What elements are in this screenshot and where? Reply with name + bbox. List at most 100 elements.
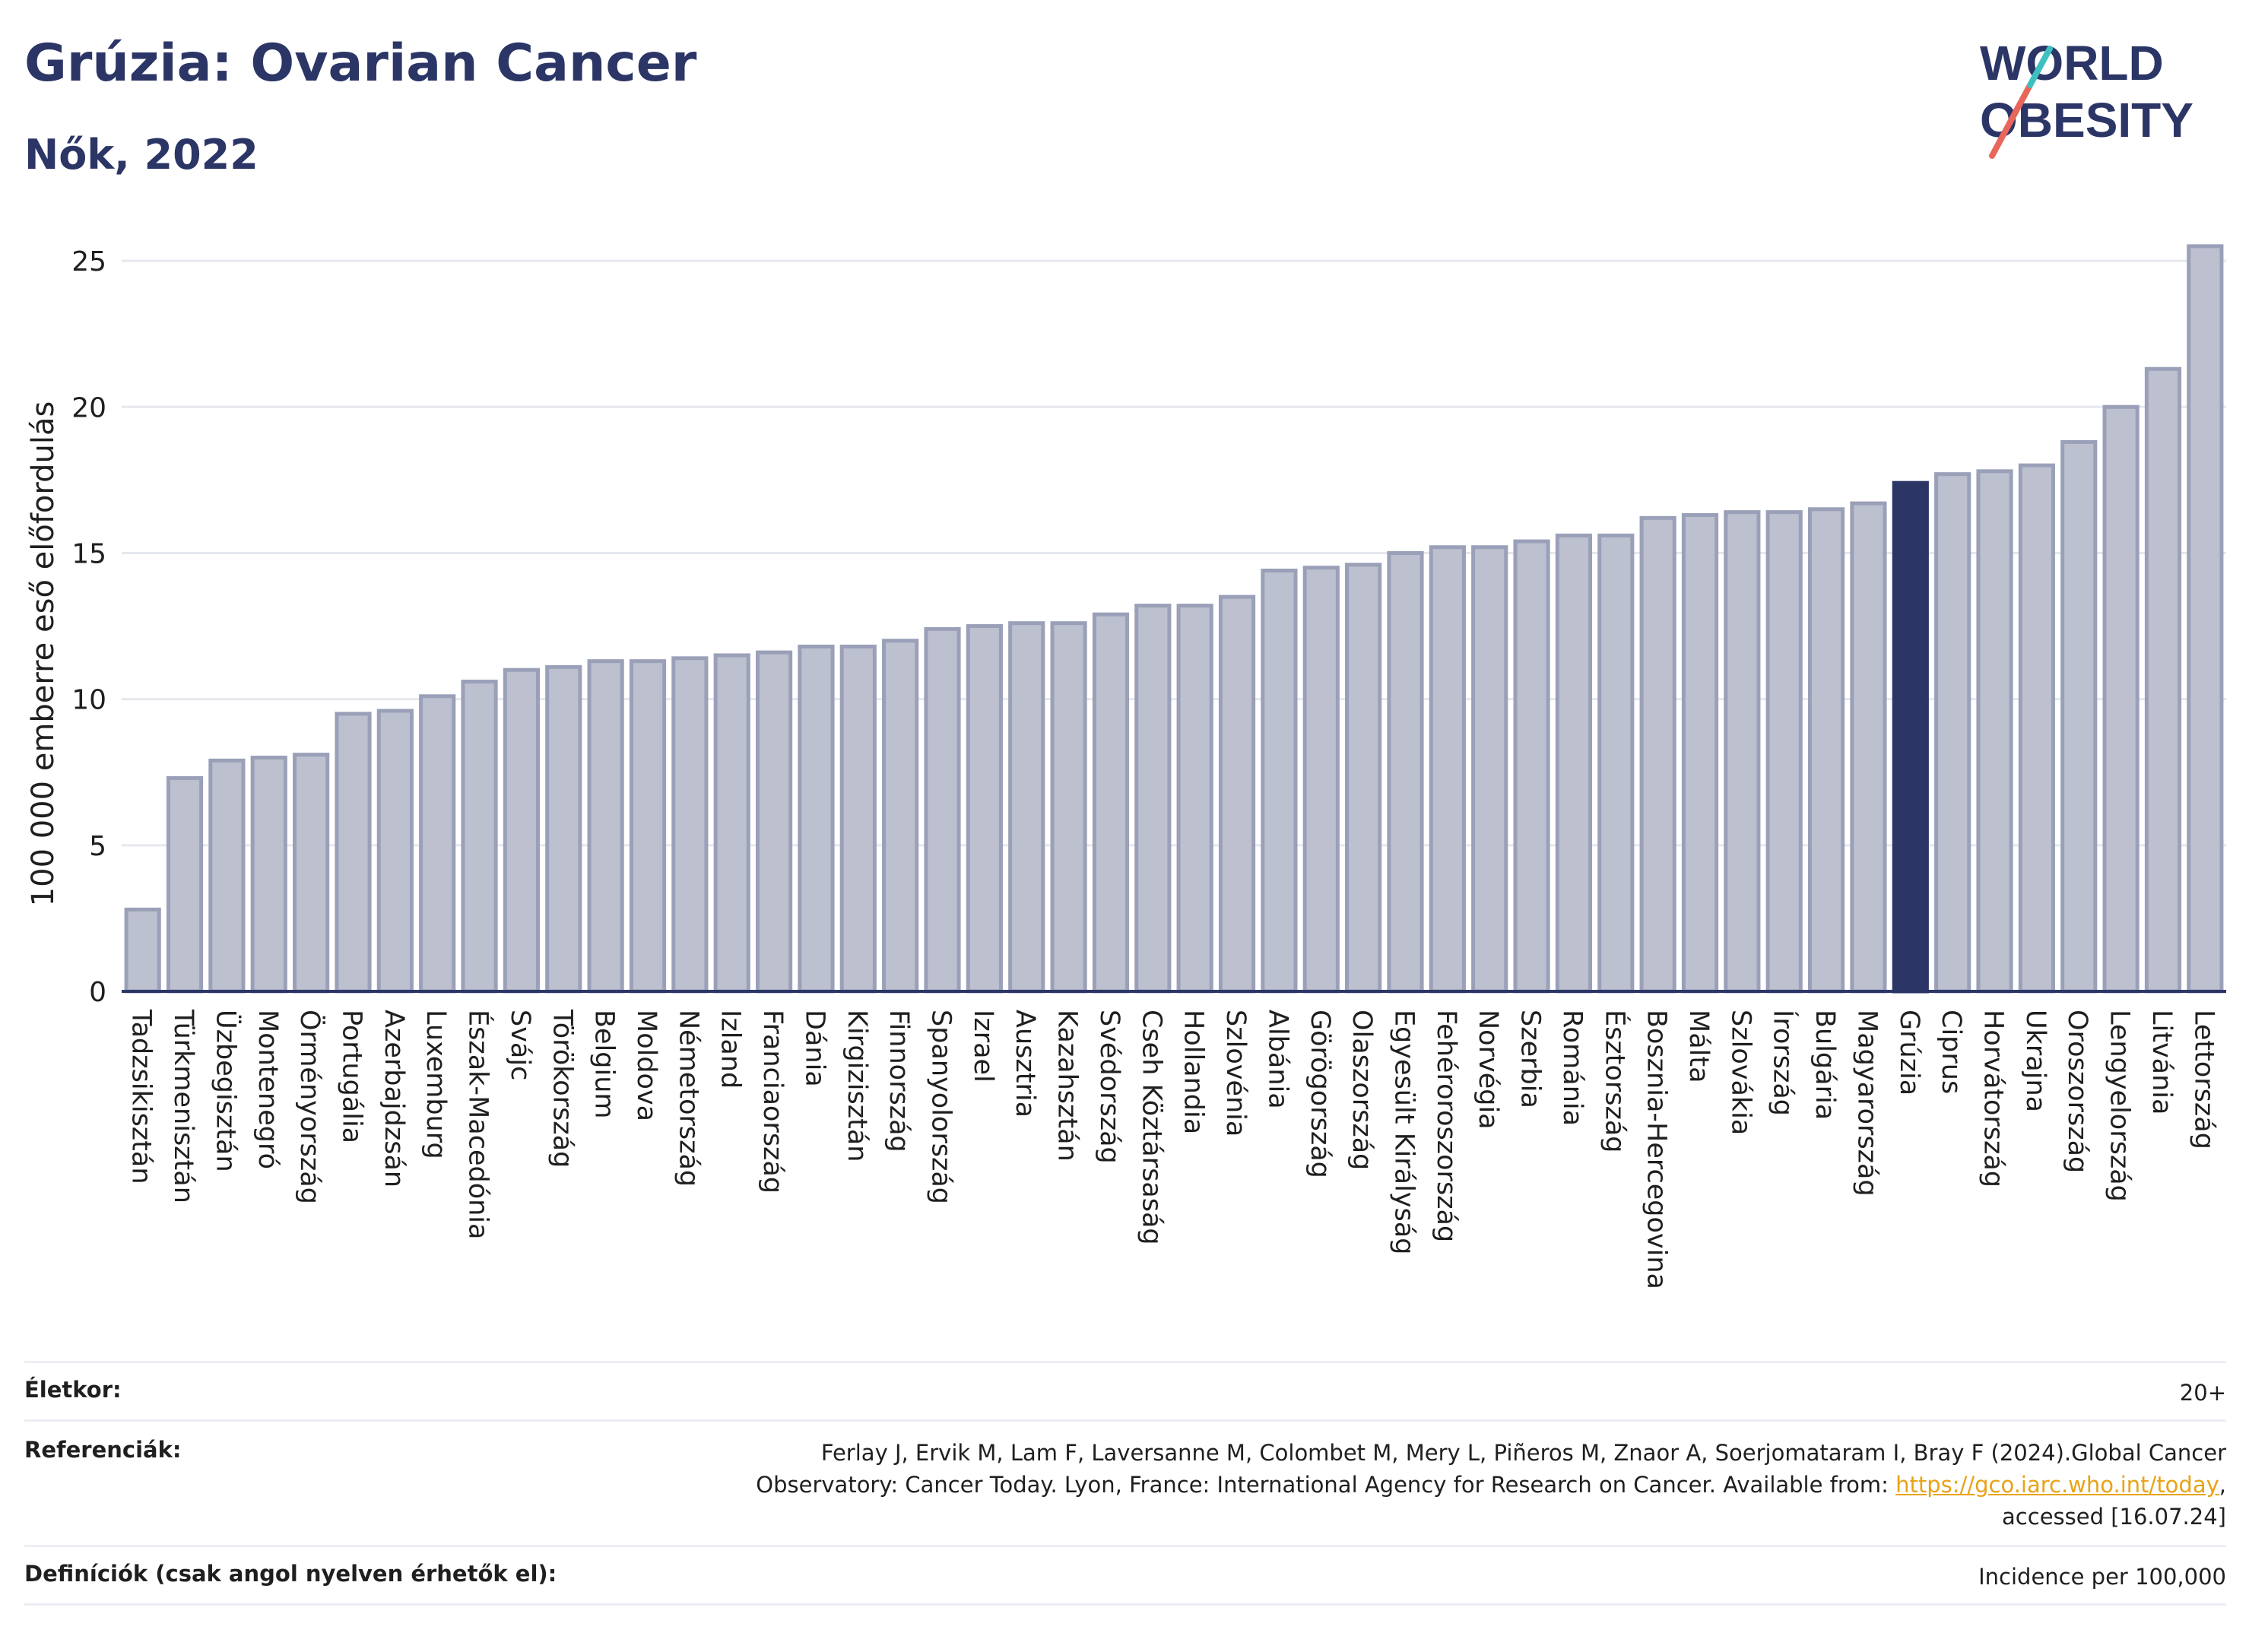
bar <box>1850 501 1887 994</box>
bar <box>2144 366 2182 994</box>
references-label: Referenciák: <box>24 1437 182 1463</box>
world-obesity-logo: WORLD OBESITY <box>1980 36 2193 159</box>
bar <box>629 659 667 994</box>
x-tick-label: Cseh Köztársaság <box>1136 1010 1166 1245</box>
x-axis-labels: Tadzsikisztán Türkmenisztán Üzbegisztán Mon… <box>126 1009 2219 1289</box>
bar <box>503 667 541 994</box>
x-tick-label: Moldova <box>631 1010 661 1121</box>
bar <box>2102 404 2140 994</box>
bar <box>208 758 246 994</box>
bar <box>1471 545 1508 994</box>
footer-table: Életkor: 20+ Referenciák: Ferlay J, Ervi… <box>24 1361 2226 1606</box>
x-tick-label: Olaszország <box>1347 1010 1377 1170</box>
bars <box>124 244 2224 994</box>
x-tick-label: Belgium <box>589 1010 620 1119</box>
x-tick-label: Dánia <box>799 1010 829 1087</box>
references-text: Ferlay J, Ervik M, Lam F, Laversanne M, … <box>756 1437 2226 1533</box>
bar <box>419 694 456 994</box>
x-tick-label: Bulgária <box>1810 1010 1840 1120</box>
bar <box>1513 539 1550 994</box>
bar <box>1765 510 1803 994</box>
y-tick-label: 0 <box>89 977 106 1008</box>
logo-slash-teal <box>2027 46 2053 88</box>
x-tick-label: Egyesült Királyság <box>1388 1010 1419 1254</box>
bar-highlighted <box>1892 480 1929 994</box>
bar <box>755 650 793 994</box>
x-tick-label: Írország <box>1768 1010 1800 1116</box>
footer-row-references: Referenciák: Ferlay J, Ervik M, Lam F, L… <box>24 1419 2226 1545</box>
x-tick-label: Szlovákia <box>1725 1010 1756 1135</box>
logo-word-1: WORLD <box>1980 36 2164 90</box>
bar <box>335 712 372 994</box>
bar <box>1345 563 1382 994</box>
bar <box>798 644 835 994</box>
bar <box>545 664 582 994</box>
x-tick-label: Ciprus <box>1936 1010 1966 1094</box>
x-tick-label: Albánia <box>1262 1010 1293 1109</box>
x-tick-label: Svédország <box>1094 1010 1124 1164</box>
x-tick-label: Montenegró <box>252 1010 283 1169</box>
y-axis-ticks: 0 5 10 15 20 25 <box>71 246 106 1008</box>
x-tick-label: Oroszország <box>2062 1010 2092 1173</box>
x-tick-label: Grúzia <box>1894 1010 1924 1096</box>
bar <box>1218 595 1256 994</box>
bar <box>1681 512 1719 994</box>
y-tick-label: 5 <box>89 831 106 862</box>
bar <box>1934 472 1971 994</box>
bar <box>124 907 161 994</box>
x-tick-label: Románia <box>1557 1010 1588 1126</box>
x-tick-label: Bosznia-Hercegovina <box>1642 1010 1672 1289</box>
definitions-label: Definíciók (csak angol nyelven érhetők e… <box>24 1561 557 1587</box>
bar <box>1597 533 1635 994</box>
bar <box>966 624 1003 994</box>
footer-row-definitions: Definíciók (csak angol nyelven érhetők e… <box>24 1545 2226 1606</box>
bar <box>1092 612 1130 994</box>
bar <box>1429 545 1466 994</box>
reference-link[interactable]: https://gco.iarc.who.int/today <box>1895 1472 2219 1498</box>
bar <box>1134 604 1172 994</box>
footer-row-age: Életkor: 20+ <box>24 1361 2226 1419</box>
x-tick-label: Kazahsztán <box>1052 1010 1083 1162</box>
bar <box>1302 566 1340 994</box>
x-tick-label: Luxemburg <box>420 1010 451 1159</box>
bar <box>1261 569 1298 994</box>
bar <box>2018 463 2055 994</box>
x-tick-label: Spanyolország <box>926 1010 956 1204</box>
x-tick-label: Észak-Macedónia <box>463 1010 495 1239</box>
x-tick-label: Németország <box>673 1010 703 1187</box>
x-tick-label: Ausztria <box>1010 1010 1040 1118</box>
bar-chart: 0 5 10 15 20 25 Tadzsikisztán Türkmenisztán Üzb… <box>26 244 2226 1289</box>
x-tick-label: Málta <box>1683 1010 1714 1083</box>
x-tick-label: Hollandia <box>1178 1010 1209 1134</box>
bar <box>839 644 877 994</box>
x-tick-label: Franciaország <box>757 1010 788 1194</box>
bar <box>2060 439 2098 994</box>
y-tick-label: 25 <box>71 246 106 277</box>
bar <box>882 639 919 994</box>
x-tick-label: Izrael <box>968 1010 998 1083</box>
bar <box>293 753 330 994</box>
x-tick-label: Lettország <box>2188 1010 2219 1149</box>
x-tick-label: Örményország <box>294 1010 326 1204</box>
bar <box>671 656 709 994</box>
x-tick-label: Svájc <box>505 1010 535 1080</box>
x-tick-label: Norvégia <box>1473 1010 1503 1130</box>
bar <box>1050 621 1087 994</box>
page-subtitle: Nők, 2022 <box>24 131 259 179</box>
x-tick-label: Finnország <box>883 1010 914 1153</box>
page-title: Grúzia: Ovarian Cancer <box>24 33 697 94</box>
bar <box>713 653 750 994</box>
x-tick-label: Türkmenisztán <box>168 1009 198 1203</box>
logo-slash-red <box>1989 82 2033 159</box>
bar <box>166 775 204 994</box>
bar <box>1387 550 1424 994</box>
bar <box>1176 604 1213 994</box>
bar <box>1807 507 1845 994</box>
reference-line-3: accessed [16.07.24] <box>2002 1504 2226 1530</box>
x-tick-label: Horvátország <box>1978 1010 2009 1187</box>
x-tick-label: Izland <box>715 1010 746 1089</box>
x-tick-label: Magyarország <box>1851 1010 1882 1197</box>
x-tick-label: Észtország <box>1599 1010 1631 1153</box>
bar <box>250 756 287 994</box>
reference-line-2-comma: , <box>2219 1472 2226 1498</box>
